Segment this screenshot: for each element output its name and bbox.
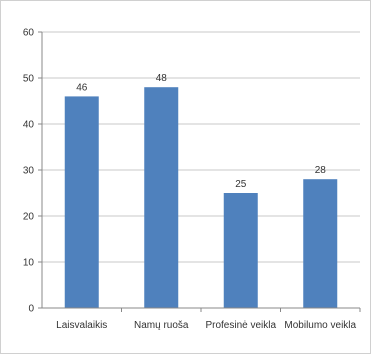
bar-data-label: 48: [156, 73, 168, 84]
bar: [64, 96, 99, 309]
bar-data-label: 25: [235, 179, 247, 190]
y-tick-label: 60: [23, 28, 35, 39]
y-tick-label: 0: [28, 304, 34, 315]
x-axis-category-labels: Laisvalaikis Namų ruoša Profesinė veikla Mo…: [56, 308, 361, 331]
bars: [64, 87, 338, 309]
x-category-label: Namų ruoša: [134, 320, 189, 331]
bar: [303, 179, 338, 308]
bar: [223, 193, 258, 308]
y-tick-label: 10: [23, 258, 35, 269]
x-category-label: Mobilumo veikla: [284, 320, 356, 331]
y-tick-label: 30: [23, 166, 35, 177]
y-tick-label: 20: [23, 212, 35, 223]
y-tick-label: 40: [23, 120, 35, 131]
bar: [144, 87, 179, 308]
bar-data-label: 28: [315, 165, 327, 176]
x-category-label: Laisvalaikis: [56, 320, 107, 331]
y-axis-tick-labels: 0 10 20 30 40 50 60: [23, 28, 42, 315]
x-category-label: Profesinė veikla: [205, 320, 276, 331]
data-labels: 46 48 25 28: [76, 73, 326, 190]
bar-data-label: 46: [76, 82, 88, 93]
y-tick-label: 50: [23, 74, 35, 85]
